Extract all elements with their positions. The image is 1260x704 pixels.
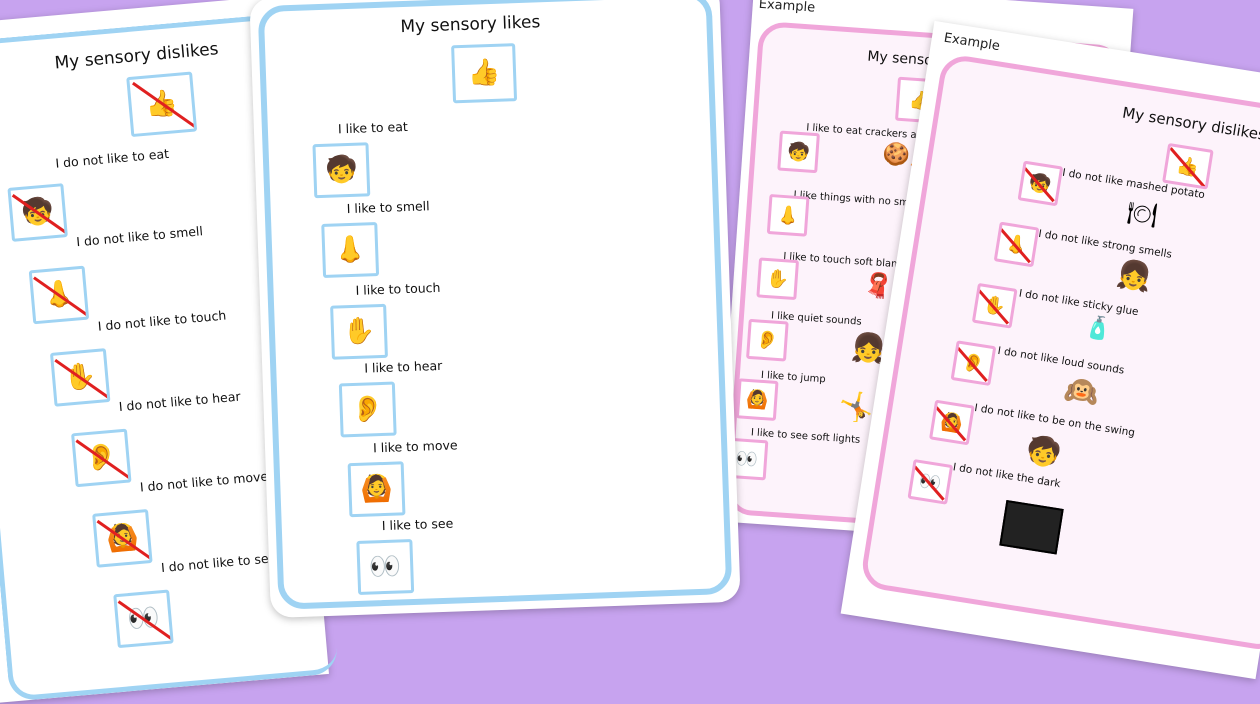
ear-icon: 👂 <box>71 428 132 488</box>
item-label: I like to touch <box>355 279 441 298</box>
ear-icon: 👂 <box>950 340 997 387</box>
thumbs-up-icon: 👍 <box>451 43 518 104</box>
glue-picture: 🧴 <box>1082 314 1114 344</box>
child-jumping-icon: 🙆 <box>929 399 975 446</box>
item-label: I like to smell <box>346 198 430 217</box>
child-jumping-icon: 🙆 <box>735 378 779 421</box>
example-tag: Example <box>758 0 816 16</box>
jumping-child-picture: 🤸 <box>837 389 875 425</box>
thumbs-up-icon: 👍 <box>1162 142 1214 190</box>
nose-icon: 👃 <box>766 193 810 237</box>
hand-icon: ✋ <box>330 303 388 360</box>
sheet-frame <box>859 52 1260 653</box>
mashed-potato-picture: 🍽 <box>1124 197 1160 230</box>
child-eating-icon: 🧒 <box>1017 160 1064 207</box>
nose-icon: 👃 <box>28 265 90 325</box>
eyes-icon: 👀 <box>907 458 954 505</box>
likes-sheet: My sensory likes 👍 I like to eat 🧒 I lik… <box>249 0 741 619</box>
hand-icon: ✋ <box>971 282 1018 329</box>
child-eating-icon: 🧒 <box>7 183 68 242</box>
item-label: I like to see <box>381 515 454 534</box>
hand-icon: ✋ <box>49 348 111 407</box>
item-label: I like to eat <box>337 118 408 137</box>
item-label: I like to hear <box>364 357 443 376</box>
thumbs-up-icon: 👍 <box>126 71 198 138</box>
ear-icon: 👂 <box>338 381 397 438</box>
item-label: I like to move <box>372 437 458 456</box>
blanket-picture: 🧣 <box>862 270 895 301</box>
child-jumping-icon: 🙆 <box>92 509 153 568</box>
smelling-girl-picture: 👧 <box>1114 256 1155 295</box>
eyes-icon: 👀 <box>356 539 415 595</box>
child-eating-icon: 🧒 <box>777 130 820 174</box>
nose-icon: 👃 <box>321 222 380 278</box>
swing-picture: 🧒 <box>1024 432 1064 471</box>
nose-icon: 👃 <box>993 221 1040 268</box>
eyes-icon: 👀 <box>113 589 174 649</box>
hand-icon: ✋ <box>756 257 800 301</box>
child-jumping-icon: 🙆 <box>347 461 406 518</box>
dark-square-picture <box>999 499 1064 555</box>
example-tag: Example <box>942 30 1001 55</box>
child-eating-icon: 🧒 <box>312 142 371 199</box>
covering-ears-picture: 🙉 <box>1062 371 1102 410</box>
ear-icon: 👂 <box>746 318 789 362</box>
